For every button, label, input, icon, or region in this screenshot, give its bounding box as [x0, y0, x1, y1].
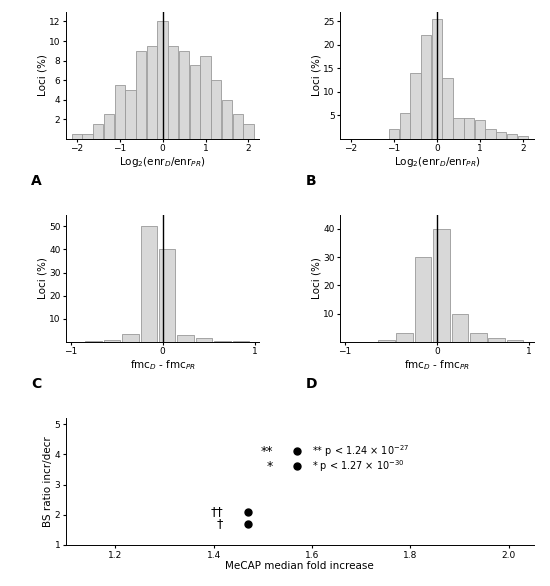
Bar: [190, 66, 200, 139]
Bar: [157, 22, 168, 139]
Bar: [136, 51, 146, 139]
Y-axis label: Loci (%): Loci (%): [37, 257, 47, 299]
Bar: [397, 333, 413, 342]
Bar: [140, 226, 157, 342]
Bar: [159, 250, 175, 342]
Bar: [432, 19, 442, 139]
Y-axis label: Loci (%): Loci (%): [312, 54, 322, 96]
Bar: [82, 134, 92, 139]
Text: ** p < 1.24 × 10$^{-27}$: ** p < 1.24 × 10$^{-27}$: [312, 444, 409, 459]
X-axis label: Log$_2$(enr$_D$/enr$_{PR}$): Log$_2$(enr$_D$/enr$_{PR}$): [119, 155, 206, 169]
Bar: [488, 338, 505, 342]
Bar: [85, 341, 102, 342]
Bar: [214, 340, 230, 342]
Bar: [243, 124, 254, 139]
Bar: [475, 120, 485, 139]
Bar: [507, 340, 524, 342]
Bar: [179, 51, 189, 139]
Bar: [421, 35, 431, 139]
X-axis label: fmc$_D$ - fmc$_{PR}$: fmc$_D$ - fmc$_{PR}$: [130, 358, 196, 372]
Y-axis label: Loci (%): Loci (%): [37, 54, 47, 96]
Bar: [122, 334, 139, 342]
Bar: [433, 229, 450, 342]
Bar: [389, 130, 399, 139]
Bar: [453, 118, 464, 139]
Bar: [104, 340, 120, 342]
Text: C: C: [31, 377, 41, 391]
Bar: [114, 85, 125, 139]
Text: ††: ††: [211, 505, 223, 518]
Text: A: A: [31, 174, 42, 188]
Bar: [507, 134, 517, 139]
Bar: [470, 333, 487, 342]
Bar: [211, 80, 222, 139]
Y-axis label: Loci (%): Loci (%): [312, 257, 322, 299]
Bar: [104, 114, 114, 139]
Bar: [93, 124, 103, 139]
Bar: [168, 46, 178, 139]
Text: †: †: [217, 517, 223, 530]
Bar: [378, 340, 394, 342]
Bar: [125, 90, 135, 139]
X-axis label: fmc$_D$ - fmc$_{PR}$: fmc$_D$ - fmc$_{PR}$: [404, 358, 470, 372]
Bar: [452, 314, 468, 342]
Bar: [147, 46, 157, 139]
Bar: [399, 113, 410, 139]
Bar: [233, 114, 243, 139]
Bar: [496, 132, 507, 139]
Text: B: B: [306, 174, 316, 188]
Text: D: D: [306, 377, 317, 391]
X-axis label: Log$_2$(enr$_D$/enr$_{PR}$): Log$_2$(enr$_D$/enr$_{PR}$): [394, 155, 480, 169]
Text: * p < 1.27 × 10$^{-30}$: * p < 1.27 × 10$^{-30}$: [312, 458, 405, 474]
Bar: [200, 56, 211, 139]
Bar: [72, 134, 82, 139]
Bar: [222, 100, 232, 139]
Bar: [410, 73, 421, 139]
Bar: [443, 77, 453, 139]
Bar: [464, 118, 474, 139]
Text: *: *: [266, 460, 273, 473]
Bar: [486, 130, 496, 139]
X-axis label: MeCAP median fold increase: MeCAP median fold increase: [226, 561, 374, 571]
Y-axis label: BS ratio incr/decr: BS ratio incr/decr: [43, 436, 53, 527]
Bar: [177, 335, 194, 342]
Bar: [518, 137, 528, 139]
Bar: [415, 257, 431, 342]
Bar: [196, 338, 212, 342]
Text: **: **: [260, 445, 273, 458]
